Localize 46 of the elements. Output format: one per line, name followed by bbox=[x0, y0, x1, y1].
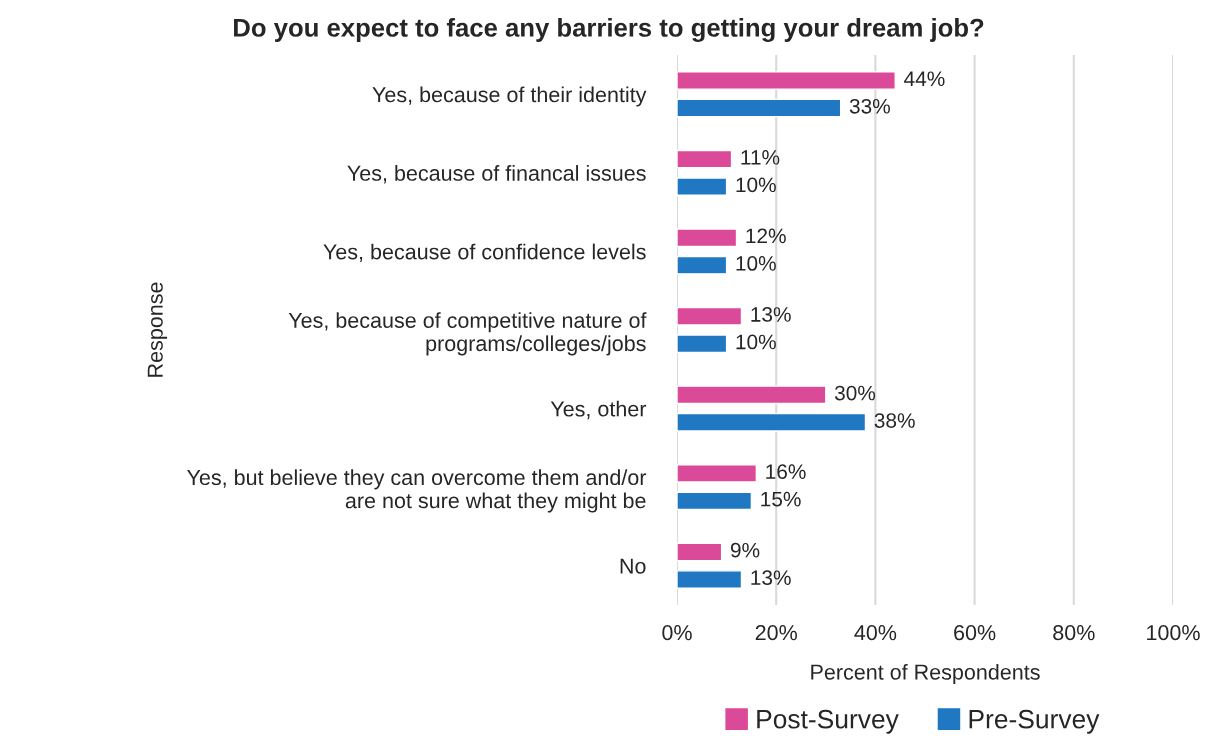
bar bbox=[677, 255, 728, 275]
data-label: 13% bbox=[751, 307, 791, 322]
bar bbox=[677, 412, 867, 432]
bar bbox=[677, 464, 758, 483]
bar bbox=[677, 177, 728, 196]
y-tick-label: Yes, but believe they can overcome them and/or are not sure what they might be bbox=[187, 469, 647, 513]
x-tick-label: 80% bbox=[1053, 625, 1095, 641]
legend-label: Post-Survey bbox=[757, 709, 899, 734]
data-label: 10% bbox=[736, 177, 776, 193]
y-tick-label: Yes, because of competitive nature of programs/colleges/jobs bbox=[288, 312, 647, 356]
data-label: 11% bbox=[741, 150, 780, 165]
bar bbox=[677, 306, 743, 326]
y-tick-label: Yes, because of their identity bbox=[372, 86, 647, 107]
data-label: 12% bbox=[746, 228, 786, 244]
bar bbox=[677, 149, 733, 169]
bar bbox=[677, 570, 743, 589]
y-tick-label: No bbox=[620, 558, 646, 574]
data-label: 30% bbox=[834, 385, 876, 401]
x-tick-label: 40% bbox=[854, 625, 897, 641]
data-label: 15% bbox=[761, 491, 801, 507]
x-tick-label: 100% bbox=[1147, 625, 1200, 641]
bar bbox=[677, 71, 896, 90]
x-axis-title: Percent of Respondents bbox=[811, 663, 1040, 685]
x-tick-label: 0% bbox=[662, 625, 692, 641]
y-axis-title: Response bbox=[147, 282, 168, 377]
data-label: 10% bbox=[736, 256, 776, 271]
data-label: 10% bbox=[736, 334, 776, 350]
chart-title: Do you expect to face any barriers to getting your dream job? bbox=[234, 17, 984, 43]
data-label: 38% bbox=[874, 413, 915, 428]
data-label: 13% bbox=[751, 570, 791, 586]
bar bbox=[677, 98, 842, 118]
y-tick-label: Yes, other bbox=[550, 400, 647, 420]
y-tick-label: Yes, because of financal issues bbox=[347, 165, 646, 184]
bar bbox=[677, 491, 753, 511]
bar bbox=[677, 385, 827, 405]
x-tick-label: 20% bbox=[755, 625, 797, 641]
data-label: 9% bbox=[730, 542, 760, 558]
data-label: 16% bbox=[766, 464, 806, 479]
data-label: 44% bbox=[904, 71, 945, 87]
legend-label: Pre-Survey bbox=[969, 709, 1100, 734]
data-label: 33% bbox=[849, 98, 890, 114]
bar bbox=[677, 542, 723, 562]
y-tick-label: Yes, because of confidence levels bbox=[323, 243, 646, 262]
bar bbox=[677, 228, 738, 248]
x-tick-label: 60% bbox=[954, 625, 996, 641]
bar bbox=[677, 334, 728, 354]
